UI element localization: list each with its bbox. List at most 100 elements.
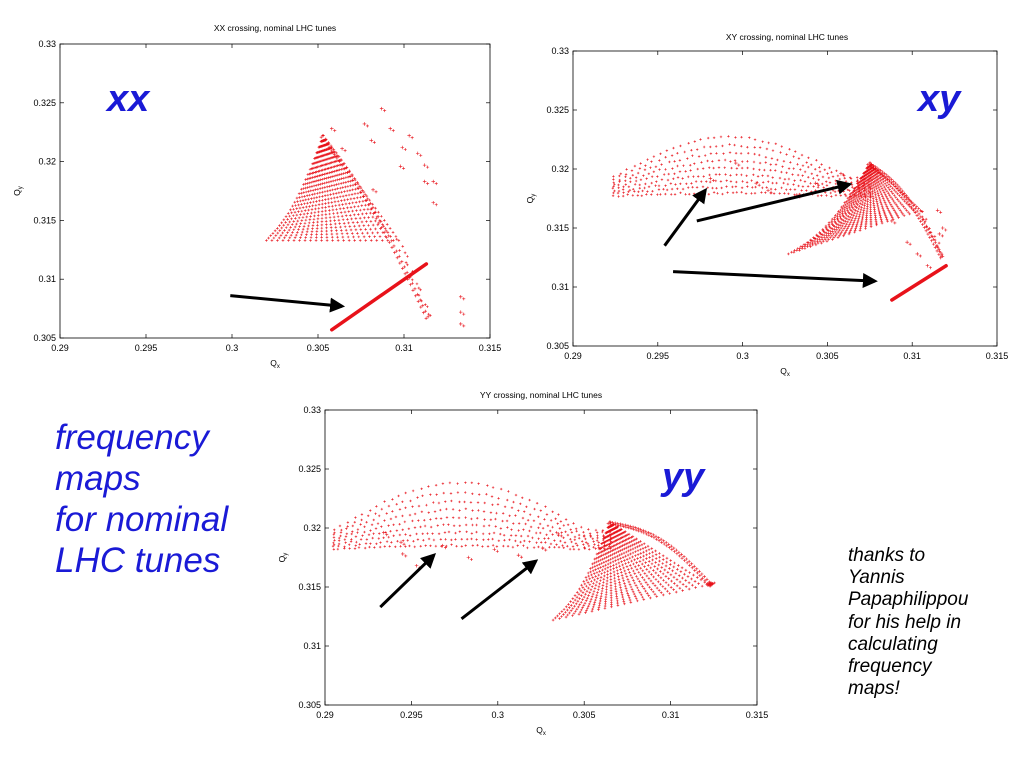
data-point	[265, 239, 268, 242]
data-point	[612, 178, 615, 181]
data-point	[669, 573, 673, 577]
data-point	[765, 147, 769, 151]
x-tick-label: 0.295	[647, 351, 670, 361]
data-point	[746, 185, 749, 188]
data-point	[486, 484, 489, 487]
data-point	[310, 185, 314, 188]
data-point	[817, 178, 820, 181]
data-point	[328, 171, 331, 175]
data-point	[587, 528, 590, 531]
data-point	[652, 575, 655, 579]
data-point	[342, 181, 345, 185]
data-point	[775, 181, 778, 185]
data-point	[329, 226, 333, 229]
data-point	[324, 202, 327, 205]
data-point	[823, 168, 827, 172]
data-point	[674, 590, 678, 594]
tag-yy: yy	[662, 456, 705, 498]
data-point	[657, 563, 661, 567]
data-point	[673, 160, 676, 163]
data-point	[707, 166, 711, 169]
data-point	[424, 544, 427, 547]
data-point	[625, 589, 629, 593]
data-point	[471, 544, 475, 547]
data-point	[361, 212, 364, 216]
data-point	[638, 591, 642, 594]
data-point	[286, 212, 290, 215]
data-point	[318, 195, 321, 199]
data-point	[629, 585, 633, 589]
data-point	[350, 538, 353, 541]
data-point	[637, 570, 641, 574]
data-point	[805, 189, 808, 192]
data-point	[308, 193, 311, 197]
data-point	[350, 193, 354, 196]
data-point	[830, 170, 833, 174]
data-point	[512, 522, 515, 525]
data-point	[621, 525, 625, 529]
data-point	[360, 513, 364, 516]
data-point	[567, 602, 570, 606]
data-point	[624, 587, 628, 590]
data-point	[679, 144, 682, 148]
data-point	[307, 208, 310, 212]
data-point	[566, 608, 569, 612]
data-point	[376, 231, 380, 235]
data-point	[624, 572, 628, 576]
data-point	[735, 173, 738, 176]
chart-title: XX crossing, nominal LHC tunes	[214, 23, 336, 33]
data-point	[595, 531, 599, 534]
data-point	[722, 152, 725, 155]
data-point	[302, 183, 305, 186]
data-point	[642, 554, 645, 558]
data-point	[489, 518, 493, 522]
data-point	[363, 530, 366, 534]
data-point	[312, 200, 315, 204]
data-point	[741, 160, 744, 163]
data-point	[304, 182, 307, 186]
data-point	[627, 561, 630, 564]
data-point	[305, 230, 309, 234]
data-point	[543, 518, 546, 521]
data-point	[403, 520, 407, 524]
data-point	[450, 543, 453, 546]
data-point	[326, 189, 329, 193]
data-point	[344, 535, 348, 538]
data-point	[483, 501, 486, 505]
data-point	[399, 545, 402, 548]
data-point	[521, 496, 524, 500]
data-point	[316, 187, 320, 191]
data-point	[309, 172, 313, 175]
data-point	[341, 218, 345, 222]
data-point	[673, 172, 676, 175]
data-point	[326, 162, 330, 166]
data-point	[706, 186, 710, 189]
data-point	[416, 538, 420, 541]
data-point	[609, 568, 613, 572]
data-point	[602, 561, 606, 564]
data-point	[633, 581, 637, 585]
data-point	[419, 305, 423, 309]
data-point	[281, 231, 285, 235]
data-point	[575, 595, 579, 599]
data-point	[307, 190, 310, 193]
data-point	[786, 182, 790, 186]
data-point	[729, 180, 733, 183]
data-point	[638, 167, 642, 170]
data-point	[323, 186, 327, 189]
data-point	[295, 213, 299, 217]
data-point	[402, 166, 406, 170]
data-point	[338, 536, 341, 540]
data-point	[332, 152, 336, 156]
data-point	[659, 570, 662, 573]
data-point	[355, 181, 359, 185]
data-point	[345, 532, 349, 536]
data-point	[573, 594, 577, 597]
data-point	[458, 500, 461, 504]
data-point	[488, 532, 491, 536]
data-point	[579, 600, 583, 604]
data-point	[373, 546, 376, 549]
data-point	[462, 312, 466, 316]
data-point	[398, 523, 401, 526]
data-point	[433, 510, 437, 513]
